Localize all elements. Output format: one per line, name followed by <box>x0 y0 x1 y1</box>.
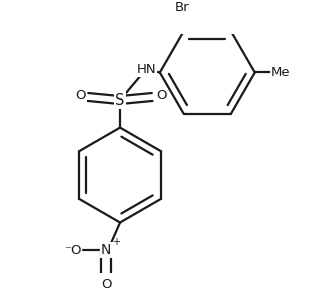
Text: HN: HN <box>136 63 156 76</box>
Text: Br: Br <box>175 1 189 14</box>
Text: O: O <box>75 89 85 102</box>
Text: Me: Me <box>271 66 290 79</box>
Text: O: O <box>101 278 111 291</box>
Text: +: + <box>112 237 120 247</box>
Text: S: S <box>115 93 125 108</box>
Text: ⁻O: ⁻O <box>64 243 81 257</box>
Text: O: O <box>156 89 167 102</box>
Text: N: N <box>101 243 111 257</box>
